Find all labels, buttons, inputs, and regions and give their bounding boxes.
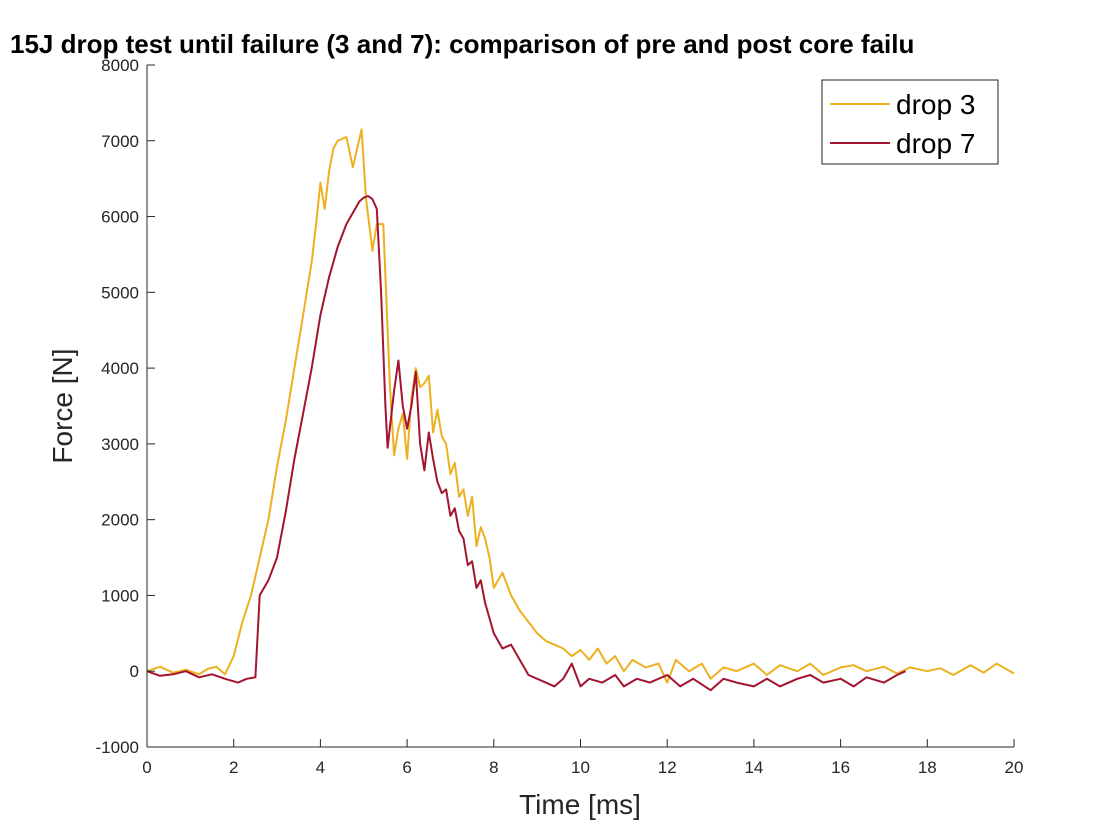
y-tick-label: 3000	[101, 435, 139, 454]
x-tick-label: 2	[229, 758, 238, 777]
legend-entry-drop-3: drop 3	[896, 89, 975, 120]
y-tick-label: 4000	[101, 359, 139, 378]
series-line-drop-7	[146, 195, 907, 692]
x-tick-label: 6	[402, 758, 411, 777]
legend-box	[821, 79, 999, 165]
series-layer	[146, 128, 1015, 692]
x-tick-label: 16	[831, 758, 850, 777]
legend: drop 3 drop 7	[821, 79, 999, 165]
plot-area	[147, 65, 1014, 747]
x-tick-label: 12	[658, 758, 677, 777]
y-tick-label: -1000	[96, 738, 139, 757]
x-tick-label: 14	[744, 758, 763, 777]
y-tick-label: 5000	[101, 283, 139, 302]
y-tick-label: 0	[130, 662, 139, 681]
ticks-layer: 0 2 4 6 8 10 12 14 16 18 20-1000010002000300040005…	[96, 56, 1024, 777]
x-tick-label: 10	[571, 758, 590, 777]
legend-entry-drop-7: drop 7	[896, 128, 975, 159]
y-tick-label: 2000	[101, 511, 139, 530]
series-line-drop-3	[146, 128, 1015, 684]
x-tick-label: 20	[1005, 758, 1024, 777]
chart-title: 15J drop test until failure (3 and 7): c…	[10, 29, 914, 59]
y-tick-label: 7000	[101, 132, 139, 151]
x-tick-label: 18	[918, 758, 937, 777]
y-tick-label: 8000	[101, 56, 139, 75]
x-tick-label: 8	[489, 758, 498, 777]
y-axis-label: Force [N]	[47, 348, 78, 463]
x-axis-label: Time [ms]	[519, 789, 641, 820]
x-tick-label: 4	[316, 758, 325, 777]
y-tick-label: 6000	[101, 208, 139, 227]
y-tick-label: 1000	[101, 586, 139, 605]
x-tick-label: 0	[142, 758, 151, 777]
